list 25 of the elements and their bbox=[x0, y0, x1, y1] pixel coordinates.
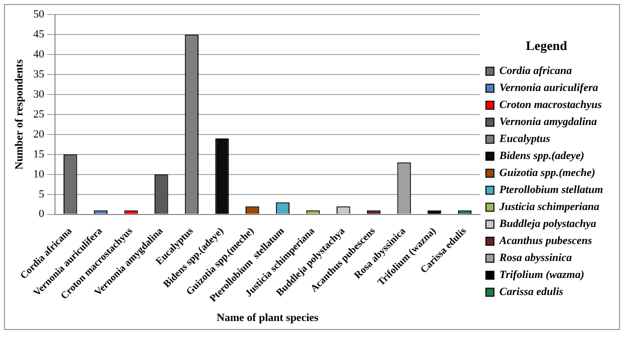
y-tick-label: 30 bbox=[33, 88, 45, 100]
y-tick-label: 10 bbox=[33, 168, 45, 180]
y-tick-label: 25 bbox=[33, 108, 45, 120]
legend-label: Vernonia amygdalina bbox=[499, 116, 598, 128]
legend-label: Croton macrostachyus bbox=[499, 99, 602, 112]
y-tick-label: 0 bbox=[38, 208, 45, 220]
y-tick-label: 40 bbox=[33, 48, 45, 60]
legend-label: Bidens spp.(adeye) bbox=[498, 150, 584, 162]
legend-title: Legend bbox=[526, 38, 568, 54]
legend-label: Justicia schimperiana bbox=[498, 201, 600, 214]
y-tick-label: 35 bbox=[33, 68, 45, 80]
y-tick-label: 5 bbox=[38, 188, 45, 200]
y-tick-label: 45 bbox=[33, 28, 45, 40]
legend-label: Trifolium (wazma) bbox=[499, 269, 584, 282]
y-tick-label: 15 bbox=[33, 148, 45, 160]
x-axis-title: Name of plant species bbox=[216, 312, 320, 324]
legend-label: Eucalyptus bbox=[498, 133, 550, 146]
legend-label: Vernonia auriculifera bbox=[499, 82, 599, 94]
y-axis-title: Number of respondents bbox=[13, 58, 26, 170]
y-tick-label: 20 bbox=[33, 128, 45, 140]
legend-label: Acanthus pubescens bbox=[498, 235, 592, 248]
legend-label: Pterollobium stellatum bbox=[499, 184, 604, 196]
legend-label: Guizotia spp.(meche) bbox=[499, 167, 596, 180]
y-tick-label: 50 bbox=[33, 8, 45, 20]
legend-label: Cordia africana bbox=[499, 65, 572, 78]
